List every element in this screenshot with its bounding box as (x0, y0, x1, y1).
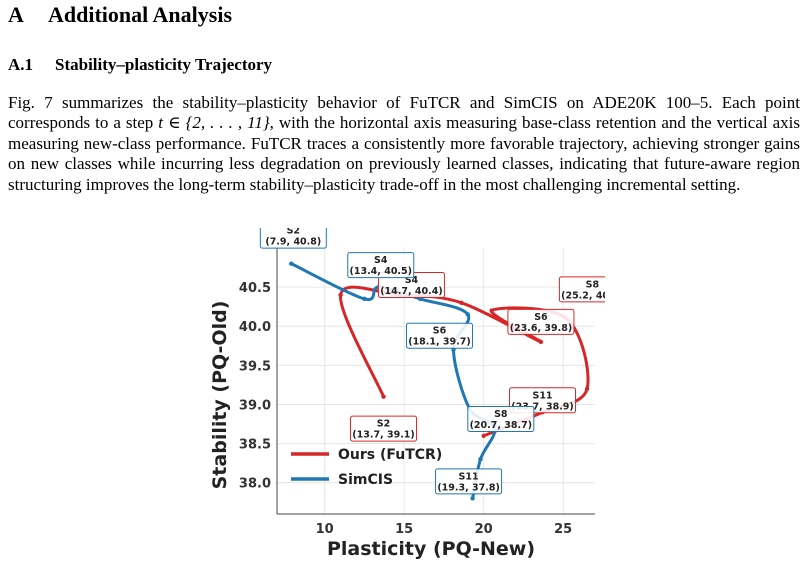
annotation-box-simcis (405, 322, 473, 349)
y-tick-label: 38.5 (239, 438, 271, 453)
x-tick-label: 25 (554, 522, 572, 537)
x-tick-label: 10 (316, 522, 334, 537)
data-point-simcis (289, 261, 294, 266)
data-point-simcis (465, 312, 470, 317)
section-number: A (8, 2, 24, 27)
legend-label-simcis: SimCIS (338, 472, 393, 488)
section-title-text: Additional Analysis (48, 2, 233, 27)
annotation-step-simcis: S11 (459, 471, 479, 482)
subsection-title: A.1 Stability–plasticity Trajectory (8, 55, 272, 75)
annotation-step-ours-futcr: S4 (405, 275, 419, 286)
x-tick-label: 15 (395, 522, 413, 537)
annotation-value-simcis: (13.4, 40.5) (350, 266, 412, 277)
annotation-value-simcis: (20.7, 38.7) (470, 420, 532, 431)
annotation-box-simcis (435, 468, 503, 495)
annotation-box-ours-futcr (350, 415, 418, 442)
annotation-step-simcis: S6 (433, 326, 447, 337)
annotation-step-ours-futcr: S2 (377, 419, 390, 430)
data-point-simcis (470, 496, 475, 501)
y-tick-label: 40.0 (239, 320, 271, 335)
y-tick-label: 40.5 (239, 281, 271, 296)
trajectory-chart: 10 15 20 25 38.0 38.5 39.0 39.5 40.0 40.5 Plastici… (209, 228, 605, 560)
x-axis-label: Plasticity (PQ-New) (327, 538, 535, 560)
x-tick-label: 20 (475, 522, 493, 537)
data-point-ours-futcr (338, 292, 343, 298)
annotation-value-ours-futcr: (25.2, 40.1) (561, 290, 605, 301)
annotation-step-ours-futcr: S8 (586, 279, 600, 290)
section-title: A Additional Analysis (8, 2, 232, 28)
data-point-ours-futcr (538, 339, 544, 345)
y-tick-label: 39.5 (239, 359, 271, 374)
data-point-simcis (362, 296, 367, 302)
annotation-box-ours-futcr (558, 276, 605, 303)
paragraph-part-2: , with the horizontal axis measuring bas… (8, 113, 800, 194)
annotation-value-simcis: (19.3, 37.8) (437, 482, 499, 493)
data-point-ours-futcr (459, 300, 464, 305)
annotation-box-simcis (467, 405, 535, 432)
inline-math: t ∈ {2, . . . , 11} (158, 113, 270, 133)
data-point-ours-futcr (381, 394, 386, 399)
annotation-value-simcis: (18.1, 39.7) (408, 337, 470, 348)
subsection-title-text: Stability–plasticity Trajectory (55, 55, 273, 74)
annotation-value-ours-futcr: (23.6, 39.8) (510, 323, 572, 334)
data-point-ours-futcr (481, 433, 486, 438)
y-tick-label: 39.0 (239, 398, 271, 413)
paragraph-part-1: Fig. 7 summarizes the stability–plastici… (8, 93, 800, 133)
annotation-value-ours-futcr: (13.7, 39.1) (352, 430, 414, 441)
body-paragraph: Fig. 7 summarizes the stability–plastici… (8, 93, 800, 195)
annotation-step-ours-futcr: S11 (532, 390, 552, 401)
annotation-value-ours-futcr: (14.7, 40.4) (380, 286, 442, 297)
annotation-step-simcis: S8 (494, 409, 508, 420)
y-axis-label: Stability (PQ-Old) (209, 301, 231, 490)
annotation-value-simcis: (7.9, 40.8) (265, 237, 321, 248)
series-line-ours-futcr (339, 285, 590, 438)
y-tick-label: 38.0 (239, 477, 271, 492)
subsection-number: A.1 (8, 55, 34, 74)
annotation-box-simcis (259, 228, 327, 249)
annotation-box-ours-futcr (507, 308, 575, 335)
legend-label-ours-futcr: Ours (FuTCR) (338, 447, 442, 463)
annotation-step-ours-futcr: S6 (534, 312, 548, 323)
annotation-step-simcis: S4 (374, 255, 388, 266)
data-point-simcis (478, 457, 483, 462)
annotation-step-simcis: S2 (287, 228, 300, 237)
annotation-value-ours-futcr: (23.7, 38.9) (511, 401, 573, 412)
annotation-box-simcis (347, 252, 415, 279)
data-point-ours-futcr (489, 308, 494, 313)
stability-plasticity-figure: 10 15 20 25 38.0 38.5 39.0 39.5 40.0 40.5 Plastici… (205, 228, 605, 563)
data-point-ours-futcr (584, 386, 590, 392)
